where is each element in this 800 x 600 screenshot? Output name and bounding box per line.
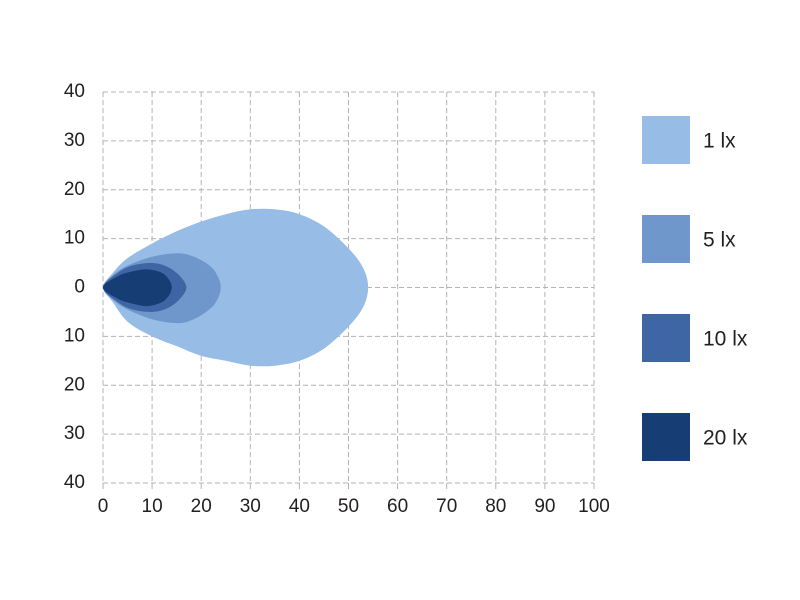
x-tick-label: 20 [191, 496, 212, 517]
legend-label: 5 lx [703, 229, 736, 252]
y-tick-label: 40 [64, 472, 85, 493]
x-tick-label: 90 [534, 496, 555, 517]
isolux-area [103, 208, 369, 367]
legend-label: 1 lx [703, 130, 736, 153]
legend: 1 lx 5 lx 10 lx 20 lx [642, 116, 748, 461]
x-tick-label: 60 [387, 496, 408, 517]
y-tick-label: 20 [64, 374, 85, 395]
x-tick-label: 70 [436, 496, 457, 517]
x-tick-label: 100 [578, 496, 610, 517]
legend-swatch [642, 116, 690, 164]
isolux-area [103, 269, 172, 307]
plot-area [103, 208, 369, 367]
legend-label: 20 lx [703, 427, 748, 450]
y-tick-label: 20 [64, 179, 85, 200]
x-tick-label: 10 [142, 496, 163, 517]
legend-label: 10 lx [703, 328, 748, 351]
x-tick-label: 30 [240, 496, 261, 517]
legend-swatch [642, 215, 690, 263]
x-tick-label: 50 [338, 496, 359, 517]
y-tick-label: 40 [64, 81, 85, 102]
y-tick-label: 10 [64, 228, 85, 249]
x-tick-label: 0 [98, 496, 109, 517]
y-tick-label: 10 [64, 325, 85, 346]
y-tick-label: 30 [64, 423, 85, 444]
y-tick-label: 30 [64, 130, 85, 151]
legend-swatch [642, 413, 690, 461]
x-tick-label: 40 [289, 496, 310, 517]
legend-swatch [642, 314, 690, 362]
y-tick-label: 0 [74, 277, 85, 298]
x-tick-label: 80 [485, 496, 506, 517]
